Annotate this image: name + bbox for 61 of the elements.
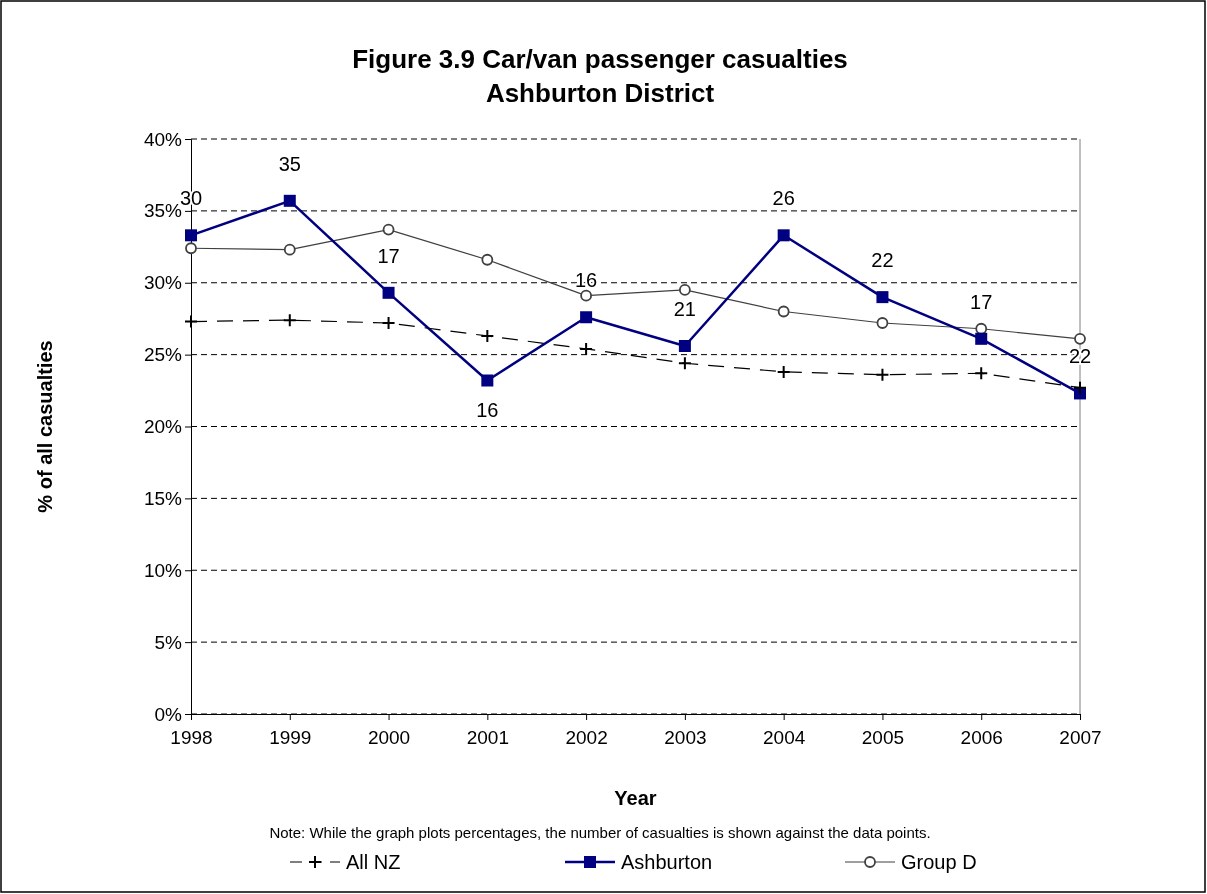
point	[776, 364, 791, 379]
point	[184, 314, 198, 329]
point	[283, 194, 296, 207]
point	[185, 229, 197, 242]
annotation: 17	[970, 290, 993, 313]
point	[580, 311, 593, 324]
point	[975, 332, 988, 345]
x-tick-label: 1998	[170, 726, 213, 748]
x-tick-label: 2002	[565, 726, 608, 748]
point	[678, 340, 691, 352]
point	[875, 367, 890, 382]
legend-label: Ashburton	[621, 851, 713, 873]
point	[678, 284, 691, 296]
annotation: 35	[278, 152, 301, 175]
y-tick-label: 25%	[143, 344, 183, 366]
point	[282, 313, 297, 328]
point	[382, 286, 395, 299]
point	[777, 229, 790, 242]
y-axis-title: % of all casualties	[34, 340, 56, 513]
y-tick-label: 40%	[143, 128, 183, 150]
point	[876, 317, 889, 329]
point	[677, 356, 692, 371]
point	[974, 366, 989, 381]
point	[876, 291, 889, 304]
point	[1074, 332, 1086, 345]
text: Note: While the graph plots percentages, the number of casualties is shown against the data points.	[269, 824, 931, 841]
x-tick-label: 2005	[861, 726, 905, 748]
annotation: 22	[1068, 345, 1092, 368]
point	[580, 289, 593, 302]
point	[777, 305, 790, 318]
annotation: 26	[772, 187, 795, 210]
y-tick-label: 15%	[143, 487, 183, 509]
x-tick-label: 2003	[664, 726, 707, 748]
point	[481, 253, 494, 266]
point	[579, 341, 594, 356]
point	[283, 243, 296, 256]
legend-label: Group D	[901, 851, 977, 873]
y-tick-label: 10%	[143, 559, 183, 581]
point	[480, 328, 495, 343]
annotation: 22	[871, 249, 894, 272]
annotation: 21	[673, 298, 697, 320]
point	[381, 316, 396, 330]
x-tick-label: 2007	[1059, 726, 1102, 748]
y-tick-label: 0%	[154, 703, 183, 725]
annotation: 17	[377, 244, 400, 267]
point	[185, 242, 197, 255]
x-tick-label: 2004	[763, 726, 806, 748]
x-tick-label: 2006	[960, 726, 1003, 748]
point	[1073, 380, 1087, 395]
chart-title: Figure 3.9 Car/van passenger casualties Ashburton District	[352, 44, 848, 108]
x-tick-label: 2001	[466, 726, 509, 748]
y-tick-label: 30%	[143, 272, 183, 294]
y-tick-label: 20%	[143, 416, 183, 438]
point	[382, 223, 395, 236]
y-tick-label: 5%	[154, 631, 183, 653]
point	[481, 374, 494, 387]
legend-label: All NZ	[346, 851, 401, 873]
annotation: 16	[476, 398, 499, 421]
x-axis-title: Year	[614, 787, 657, 809]
x-tick-label: 1999	[269, 726, 312, 748]
x-tick-label: 2000	[367, 726, 411, 748]
